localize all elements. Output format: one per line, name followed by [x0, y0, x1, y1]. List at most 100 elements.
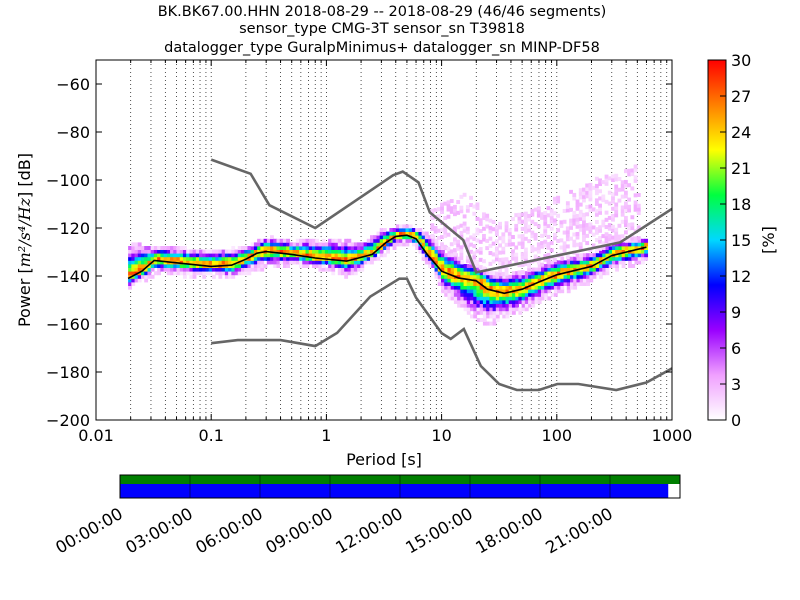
outlier-cell: [582, 234, 586, 239]
outlier-cell: [443, 226, 448, 231]
y-tick-label: −160: [46, 315, 90, 334]
density-cell: [618, 242, 623, 247]
outlier-cell: [636, 207, 641, 212]
density-cell: [544, 285, 549, 290]
outlier-cell: [456, 225, 461, 230]
density-cell: [566, 285, 571, 290]
density-cell: [221, 249, 226, 254]
density-cell: [524, 296, 529, 301]
density-cell: [576, 278, 581, 283]
outlier-cell: [465, 226, 470, 231]
outlier-cell: [488, 229, 493, 234]
density-cell: [170, 256, 174, 261]
density-cell: [595, 253, 600, 258]
density-cell: [224, 253, 229, 258]
outlier-cell: [501, 250, 506, 255]
density-cell: [457, 264, 461, 268]
density-cell: [170, 249, 174, 254]
density-cell: [515, 289, 520, 294]
density-cell: [492, 310, 497, 315]
density-cell: [482, 310, 487, 315]
density-cell: [631, 249, 636, 254]
outlier-cell: [536, 206, 541, 211]
density-cell: [431, 256, 436, 261]
outlier-cell: [498, 261, 502, 266]
outlier-cell: [453, 212, 457, 217]
density-cell: [389, 228, 394, 232]
density-cell: [563, 278, 568, 283]
density-cell: [524, 300, 529, 304]
outlier-cell: [523, 222, 528, 227]
outlier-cell: [540, 262, 544, 267]
outlier-cell: [430, 208, 435, 213]
outlier-cell: [523, 258, 528, 263]
outlier-cell: [453, 251, 457, 256]
outlier-cell: [585, 226, 590, 231]
density-cell: [186, 256, 190, 261]
outlier-cell: [598, 182, 602, 187]
density-cell: [234, 267, 239, 272]
density-cell: [347, 242, 352, 247]
chart-title-line-1: BK.BK67.00.HHN 2018-08-29 -- 2018-08-29 …: [158, 4, 607, 20]
outlier-cell: [446, 232, 451, 237]
outlier-cell: [611, 192, 615, 197]
density-cell: [337, 238, 342, 243]
density-cell: [595, 271, 600, 276]
density-cell: [408, 228, 413, 232]
density-cell: [131, 246, 136, 250]
density-cell: [299, 246, 303, 250]
density-cell: [463, 285, 468, 290]
outlier-cell: [620, 209, 625, 214]
outlier-cell: [462, 225, 467, 230]
density-cell: [399, 235, 403, 240]
colorbar-tick-label: 15: [731, 231, 751, 250]
density-cell: [273, 256, 278, 261]
density-cell: [421, 253, 426, 258]
outlier-cell: [469, 195, 473, 200]
density-cell: [157, 246, 161, 250]
outlier-cell: [504, 260, 509, 265]
density-cell: [544, 282, 549, 286]
density-cell: [521, 285, 526, 290]
density-cell: [592, 264, 597, 268]
density-cell: [489, 282, 494, 286]
density-cell: [234, 264, 239, 268]
outlier-cell: [614, 191, 619, 196]
density-cell: [450, 282, 455, 286]
density-cell: [376, 249, 381, 254]
density-cell: [460, 303, 465, 308]
density-cell: [444, 256, 449, 261]
density-cell: [328, 246, 332, 250]
density-cell: [382, 238, 387, 243]
density-cell: [534, 296, 539, 301]
density-cell: [470, 267, 474, 272]
outlier-cell: [565, 226, 570, 231]
density-cell: [531, 296, 536, 301]
outlier-cell: [533, 247, 538, 252]
density-cell: [560, 267, 565, 272]
density-cell: [499, 296, 503, 301]
density-cell: [621, 253, 626, 258]
density-cell: [337, 253, 342, 258]
density-cell: [440, 282, 445, 286]
density-cell: [537, 264, 542, 268]
outlier-cell: [533, 207, 538, 212]
density-cell: [621, 242, 626, 247]
density-cell: [186, 267, 190, 272]
density-cell: [318, 264, 323, 268]
density-cell: [211, 249, 216, 254]
density-cell: [331, 271, 336, 276]
density-cell: [460, 278, 465, 283]
density-cell: [141, 256, 145, 261]
outlier-cell: [575, 206, 580, 211]
density-cell: [160, 264, 165, 268]
density-cell: [173, 264, 178, 268]
density-cell: [299, 256, 303, 261]
density-cell: [482, 282, 487, 286]
density-cell: [528, 292, 532, 297]
density-cell: [482, 300, 487, 304]
outlier-cell: [585, 233, 590, 238]
density-cell: [260, 242, 265, 247]
density-cell: [131, 260, 136, 265]
density-cell: [260, 256, 265, 261]
